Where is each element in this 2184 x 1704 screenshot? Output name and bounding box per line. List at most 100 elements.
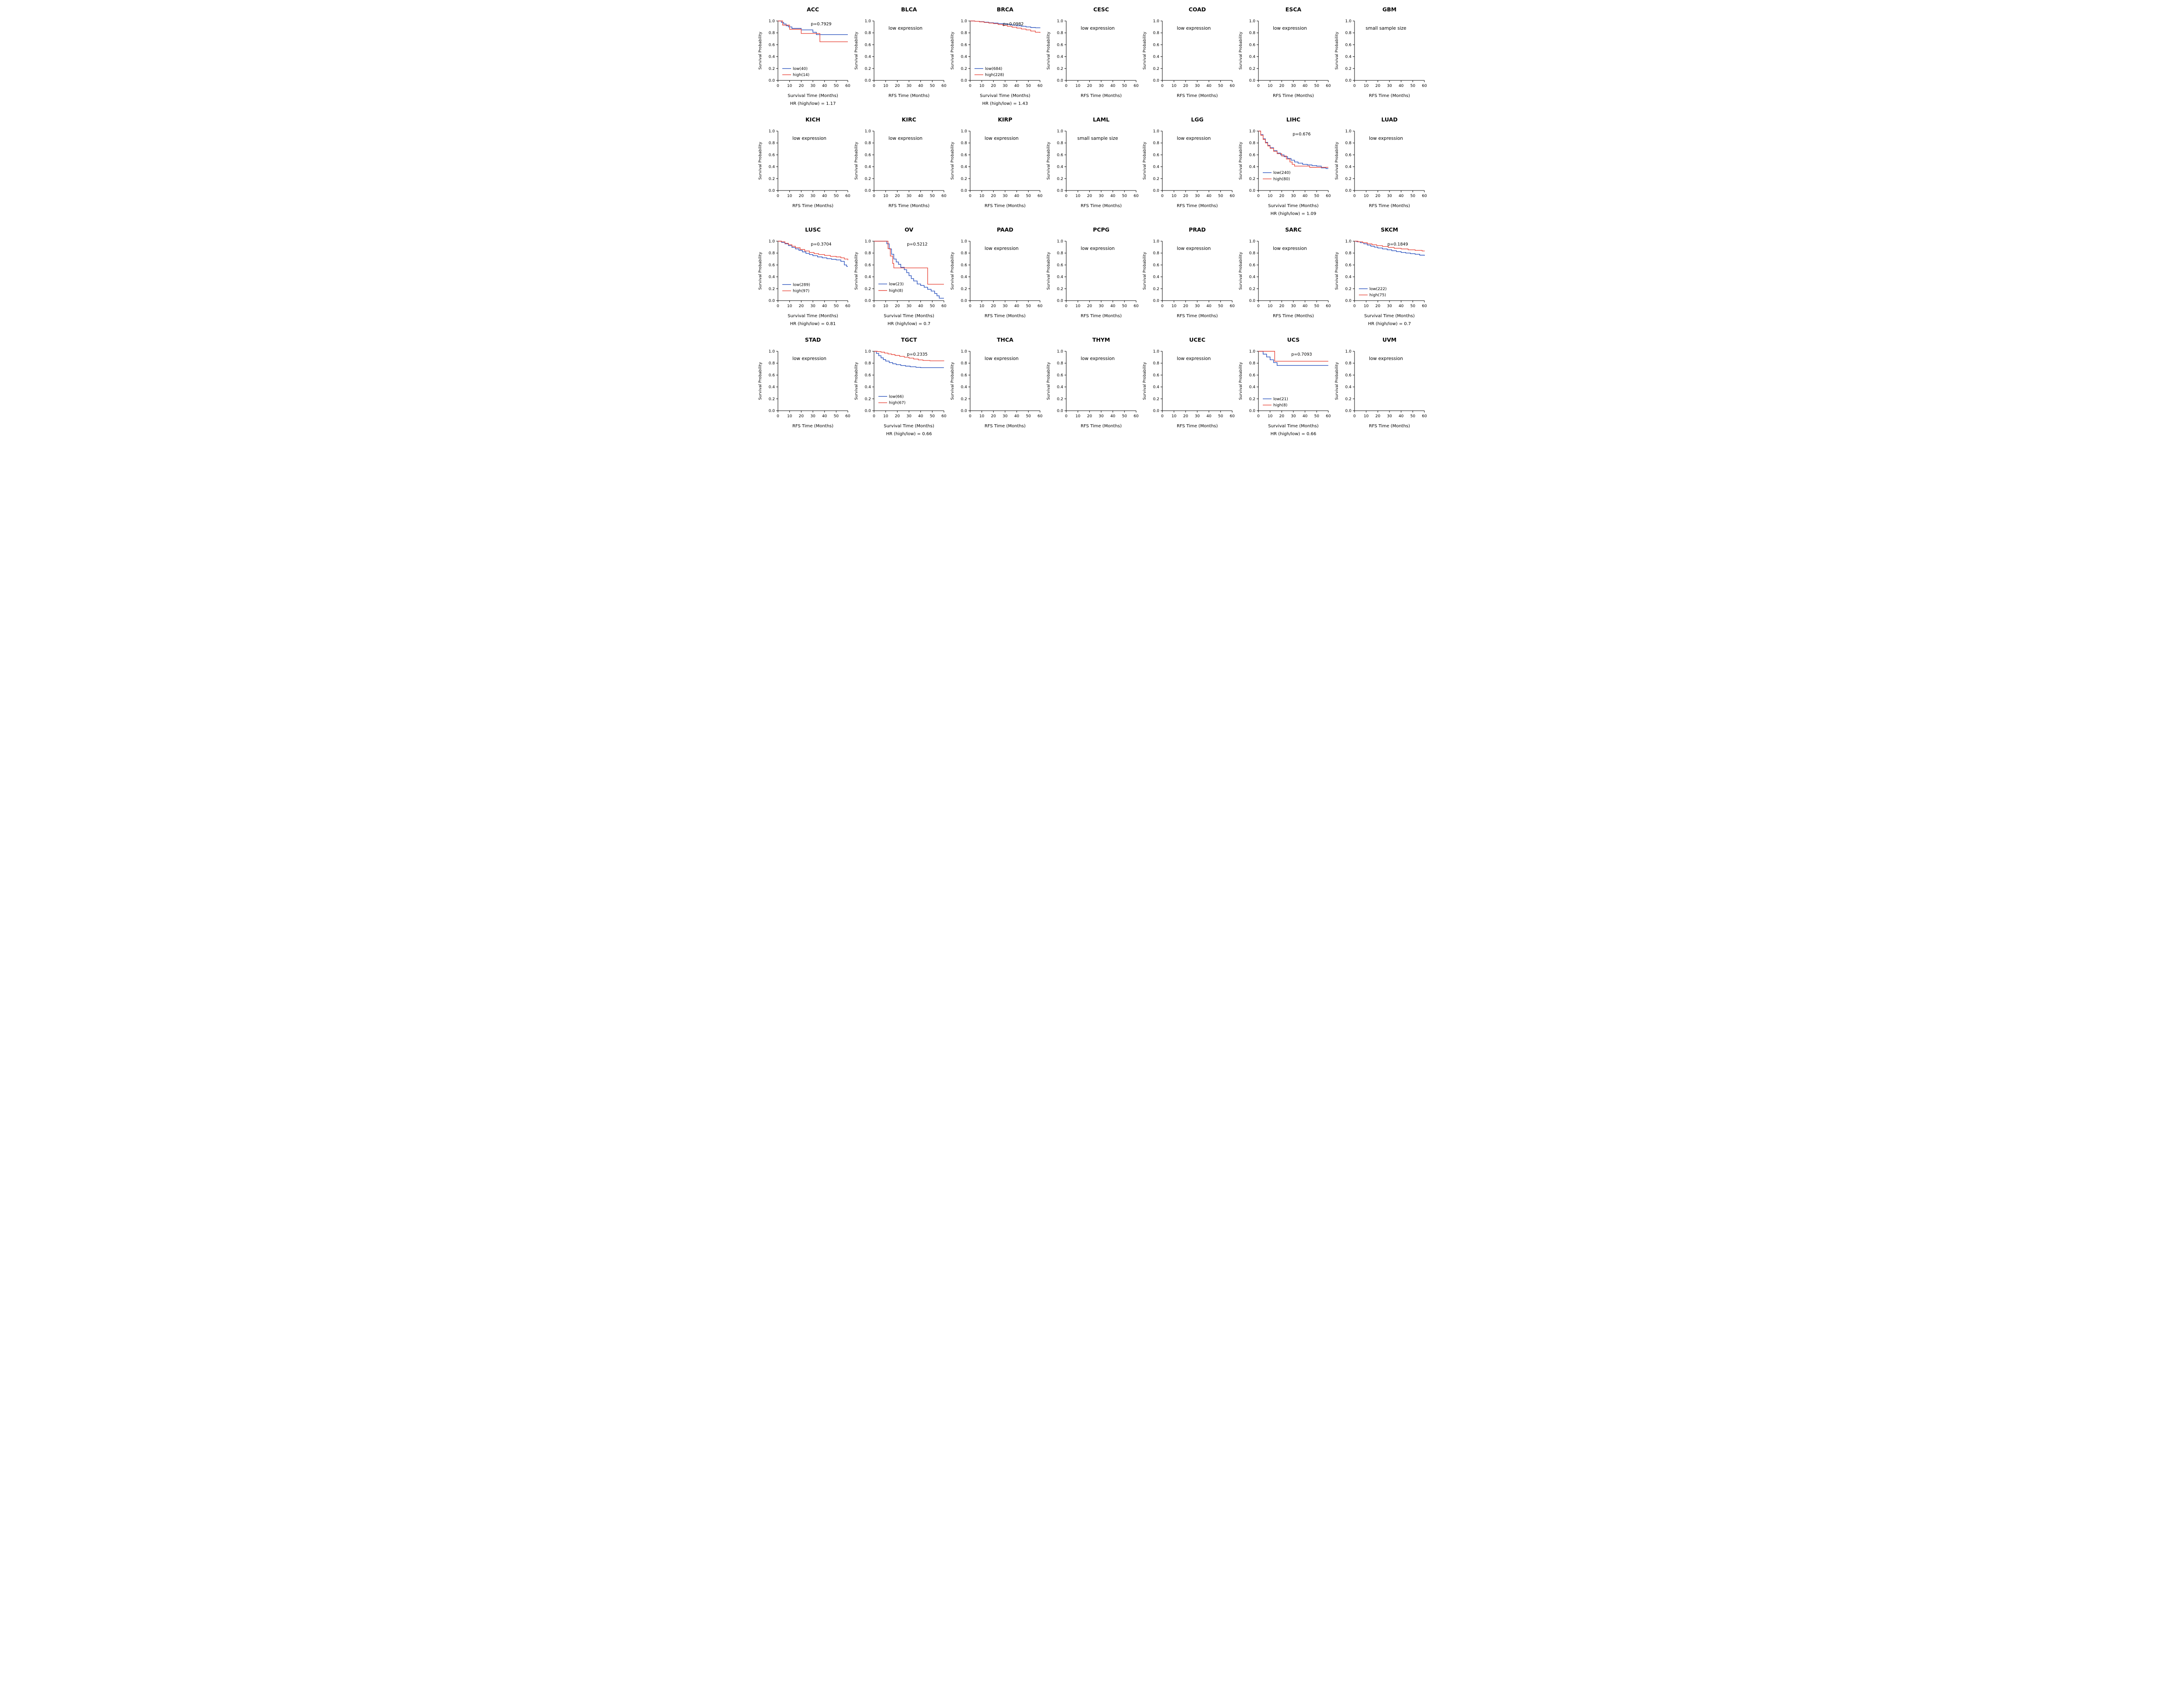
x-tick-label: 50 xyxy=(1218,194,1223,198)
panel-PCPG: PCPG 0.0 0.2 0.4 0.6 0.8 1.0 0 10 20 30 40 50 60 Survi… xyxy=(1044,224,1140,332)
y-tick-label: 0.4 xyxy=(1057,275,1064,280)
hr-text: HR (high/low) = 0.7 xyxy=(888,322,930,326)
y-tick-label: 0.2 xyxy=(1345,67,1351,71)
km-curve-low xyxy=(1355,241,1425,256)
x-axis-label: RFS Time (Months) xyxy=(1081,424,1122,429)
x-tick-label: 60 xyxy=(941,304,947,308)
panel-KICH: KICH 0.0 0.2 0.4 0.6 0.8 1.0 0 10 20 30 40 50 60 Survi… xyxy=(756,114,851,222)
x-tick-label: 60 xyxy=(1230,414,1235,419)
y-tick-label: 0.8 xyxy=(961,361,968,366)
y-axis-label: Survival Probability xyxy=(854,142,859,180)
legend-label-low: low(684) xyxy=(985,67,1002,71)
y-tick-label: 0.8 xyxy=(1057,141,1064,145)
hr-text: HR (high/low) = 1.09 xyxy=(1271,211,1317,216)
empty-message: low expression xyxy=(792,136,826,141)
x-axis-label: RFS Time (Months) xyxy=(1369,424,1410,429)
y-tick-label: 0.6 xyxy=(1057,263,1064,267)
panel-title: TGCT xyxy=(901,336,917,343)
x-axis-label: RFS Time (Months) xyxy=(1177,204,1218,208)
y-tick-label: 0.2 xyxy=(961,67,967,71)
y-tick-label: 0.4 xyxy=(1249,165,1256,170)
y-tick-label: 0.6 xyxy=(865,263,871,267)
y-axis-label: Survival Probability xyxy=(1047,252,1051,290)
y-axis-label: Survival Probability xyxy=(950,142,955,180)
y-tick-label: 0.0 xyxy=(1249,299,1256,303)
x-tick-label: 60 xyxy=(845,194,850,198)
panel-title: SARC xyxy=(1285,226,1301,233)
x-tick-label: 0 xyxy=(1257,414,1260,419)
y-tick-label: 0.8 xyxy=(865,361,871,366)
x-tick-label: 20 xyxy=(1183,194,1189,198)
km-plot-PRAD: PRAD 0.0 0.2 0.4 0.6 0.8 1.0 0 10 20 30 40 50 60 Survi… xyxy=(1143,226,1235,319)
x-tick-label: 50 xyxy=(1122,414,1127,419)
x-tick-label: 20 xyxy=(799,414,804,419)
x-axis-label: RFS Time (Months) xyxy=(888,94,930,98)
y-tick-label: 0.8 xyxy=(1345,251,1352,256)
panel-TGCT: TGCT 0.0 0.2 0.4 0.6 0.8 1.0 0 10 20 30 40 50 60 Survi… xyxy=(852,334,947,442)
y-tick-label: 0.0 xyxy=(865,79,871,83)
x-tick-label: 40 xyxy=(1399,304,1404,308)
y-tick-label: 1.0 xyxy=(961,350,968,354)
x-tick-label: 50 xyxy=(1026,194,1031,198)
x-tick-label: 20 xyxy=(1087,304,1092,308)
x-tick-label: 10 xyxy=(1075,414,1081,419)
km-plot-KICH: KICH 0.0 0.2 0.4 0.6 0.8 1.0 0 10 20 30 40 50 60 Survi… xyxy=(758,116,850,208)
x-tick-label: 40 xyxy=(918,194,923,198)
x-tick-label: 10 xyxy=(883,304,888,308)
y-tick-label: 0.4 xyxy=(769,385,775,390)
km-plot-LIHC: LIHC 0.0 0.2 0.4 0.6 0.8 1.0 0 10 20 30 40 50 60 Survi… xyxy=(1239,116,1331,216)
x-tick-label: 20 xyxy=(1279,194,1285,198)
km-curve-low xyxy=(1258,351,1328,366)
km-curve-low xyxy=(874,241,944,299)
y-tick-label: 0.6 xyxy=(961,43,968,47)
x-axis-label: RFS Time (Months) xyxy=(1273,314,1314,319)
km-plot-UCS: UCS 0.0 0.2 0.4 0.6 0.8 1.0 0 10 20 30 40 50 60 Surviv… xyxy=(1239,336,1331,436)
y-tick-label: 0.6 xyxy=(769,153,775,157)
x-tick-label: 0 xyxy=(777,194,779,198)
y-tick-label: 0.8 xyxy=(769,251,775,256)
y-tick-label: 0.0 xyxy=(1153,189,1160,193)
y-tick-label: 0.4 xyxy=(865,385,871,390)
y-tick-label: 1.0 xyxy=(1057,129,1064,134)
x-tick-label: 10 xyxy=(1268,194,1273,198)
y-axis-label: Survival Probability xyxy=(758,252,763,290)
x-tick-label: 30 xyxy=(1002,194,1008,198)
km-plot-TGCT: TGCT 0.0 0.2 0.4 0.6 0.8 1.0 0 10 20 30 40 50 60 Survi… xyxy=(854,336,947,436)
y-tick-label: 0.4 xyxy=(1249,275,1256,280)
x-tick-label: 20 xyxy=(1087,414,1092,419)
y-tick-label: 1.0 xyxy=(769,350,775,354)
x-tick-label: 60 xyxy=(845,304,850,308)
x-axis-label: Survival Time (Months) xyxy=(788,94,838,98)
x-tick-label: 10 xyxy=(883,194,888,198)
y-tick-label: 0.4 xyxy=(1345,275,1352,280)
x-tick-label: 10 xyxy=(1268,84,1273,88)
y-axis-label: Survival Probability xyxy=(1335,362,1339,400)
x-tick-label: 50 xyxy=(1314,414,1320,419)
empty-message: low expression xyxy=(1081,246,1115,251)
km-curve-high xyxy=(874,241,944,285)
y-tick-label: 0.2 xyxy=(1249,177,1255,181)
y-tick-label: 0.4 xyxy=(769,55,775,59)
x-tick-label: 40 xyxy=(918,84,923,88)
km-plot-ESCA: ESCA 0.0 0.2 0.4 0.6 0.8 1.0 0 10 20 30 40 50 60 Survi… xyxy=(1239,6,1331,98)
y-tick-label: 1.0 xyxy=(1153,19,1160,24)
x-tick-label: 10 xyxy=(1364,414,1369,419)
y-tick-label: 0.4 xyxy=(961,385,968,390)
y-tick-label: 0.2 xyxy=(1057,397,1063,402)
y-axis-label: Survival Probability xyxy=(1047,31,1051,69)
x-axis-label: Survival Time (Months) xyxy=(1364,314,1415,319)
km-curve-high xyxy=(874,351,944,361)
x-axis-label: RFS Time (Months) xyxy=(985,424,1026,429)
x-tick-label: 10 xyxy=(883,84,888,88)
empty-message: low expression xyxy=(1081,26,1115,31)
km-plot-BRCA: BRCA 0.0 0.2 0.4 0.6 0.8 1.0 0 10 20 30 40 50 60 Survi… xyxy=(950,6,1043,106)
panel-title: UCEC xyxy=(1189,336,1205,343)
x-tick-label: 60 xyxy=(1037,84,1043,88)
x-tick-label: 50 xyxy=(834,84,839,88)
axes xyxy=(874,241,944,301)
y-tick-label: 0.8 xyxy=(961,141,968,145)
y-tick-label: 0.0 xyxy=(1249,79,1256,83)
y-tick-label: 0.0 xyxy=(769,79,775,83)
y-tick-label: 0.0 xyxy=(961,79,968,83)
x-tick-label: 40 xyxy=(1110,84,1116,88)
